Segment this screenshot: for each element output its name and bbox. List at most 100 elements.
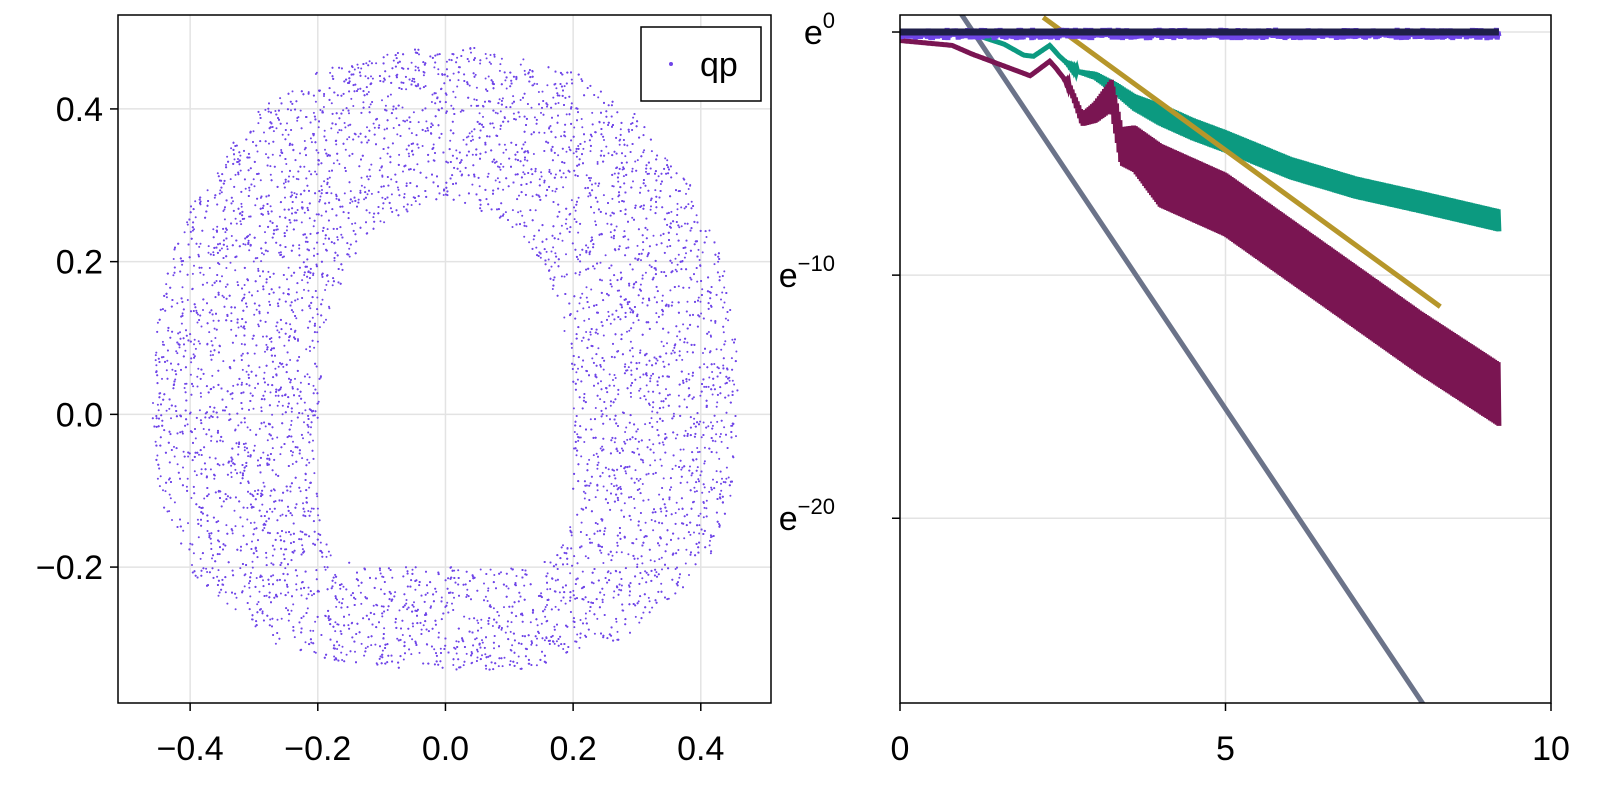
scatter-point	[480, 618, 483, 621]
scatter-point	[602, 121, 605, 124]
scatter-point	[719, 433, 722, 435]
scatter-point	[575, 155, 578, 158]
scatter-point	[568, 146, 571, 149]
scatter-point	[637, 600, 640, 603]
scatter-point	[337, 623, 340, 626]
scatter-point	[593, 211, 596, 214]
scatter-point	[307, 510, 310, 512]
scatter-point	[272, 488, 275, 491]
scatter-point	[313, 346, 316, 349]
scatter-point	[299, 381, 302, 384]
scatter-point	[314, 170, 317, 173]
scatter-point	[299, 152, 301, 155]
scatter-point	[181, 286, 184, 289]
scatter-point	[722, 364, 725, 367]
scatter-point	[519, 63, 522, 66]
scatter-point	[698, 450, 701, 453]
scatter-point	[333, 655, 336, 658]
scatter-point	[629, 311, 632, 314]
scatter-point	[263, 131, 265, 134]
scatter-point	[498, 181, 501, 184]
scatter-point	[308, 376, 311, 379]
scatter-point	[380, 605, 383, 608]
scatter-point	[213, 477, 216, 480]
scatter-point	[686, 341, 689, 344]
scatter-point	[671, 301, 674, 304]
scatter-point	[580, 78, 583, 81]
scatter-point	[408, 155, 411, 158]
scatter-point	[234, 468, 237, 471]
scatter-point	[221, 294, 224, 297]
scatter-point	[549, 588, 552, 590]
scatter-point	[649, 380, 652, 383]
scatter-point	[257, 267, 260, 270]
scatter-point	[281, 362, 284, 365]
scatter-point	[245, 305, 248, 308]
scatter-point	[576, 310, 579, 313]
scatter-point	[270, 337, 273, 339]
scatter-point	[584, 617, 587, 620]
scatter-point	[396, 637, 399, 640]
scatter-point	[354, 222, 357, 225]
scatter-point	[402, 658, 405, 661]
scatter-point	[579, 436, 582, 439]
scatter-point	[234, 269, 237, 272]
scatter-point	[457, 640, 460, 643]
scatter-point	[294, 377, 296, 380]
scatter-point	[414, 588, 417, 591]
scatter-point	[628, 594, 631, 597]
scatter-point	[268, 300, 271, 303]
scatter-point	[636, 159, 639, 162]
scatter-point	[721, 477, 723, 480]
scatter-point	[517, 211, 520, 214]
scatter-point	[503, 116, 506, 119]
scatter-point	[590, 177, 592, 179]
scatter-point	[155, 351, 158, 354]
scatter-point	[560, 224, 563, 227]
scatter-point	[341, 645, 344, 648]
scatter-point	[626, 144, 629, 147]
scatter-point	[588, 253, 591, 256]
scatter-point	[295, 583, 298, 586]
scatter-point	[383, 627, 386, 630]
scatter-point	[379, 157, 382, 160]
scatter-point	[711, 424, 714, 427]
scatter-point	[433, 66, 436, 69]
scatter-point	[287, 591, 290, 594]
scatter-point	[439, 647, 442, 650]
scatter-point	[293, 192, 296, 195]
scatter-point	[350, 97, 353, 100]
scatter-point	[615, 225, 618, 228]
scatter-point	[186, 299, 189, 301]
scatter-point	[504, 631, 507, 634]
scatter-point	[605, 414, 608, 417]
scatter-point	[584, 612, 587, 615]
scatter-point	[271, 510, 274, 513]
scatter-point	[652, 443, 655, 446]
scatter-point	[543, 131, 546, 134]
scatter-point	[230, 328, 233, 331]
scatter-point	[639, 283, 642, 286]
scatter-point	[311, 594, 313, 597]
scatter-point	[158, 485, 161, 488]
scatter-point	[509, 630, 512, 633]
scatter-point	[226, 245, 229, 248]
scatter-point	[576, 433, 579, 436]
scatter-point	[327, 280, 330, 283]
scatter-point	[485, 667, 488, 670]
scatter-point	[214, 337, 217, 339]
scatter-point	[639, 349, 642, 352]
scatter-point	[200, 266, 203, 269]
scatter-point	[683, 537, 686, 540]
scatter-point	[620, 447, 623, 450]
scatter-point	[720, 482, 722, 485]
scatter-point	[510, 621, 513, 624]
scatter-point	[492, 126, 495, 129]
scatter-point	[565, 150, 568, 153]
scatter-point	[603, 593, 606, 596]
scatter-point	[483, 582, 485, 585]
scatter-point	[320, 214, 323, 217]
scatter-point	[221, 275, 223, 278]
scatter-point	[689, 276, 692, 279]
scatter-point	[493, 574, 496, 576]
